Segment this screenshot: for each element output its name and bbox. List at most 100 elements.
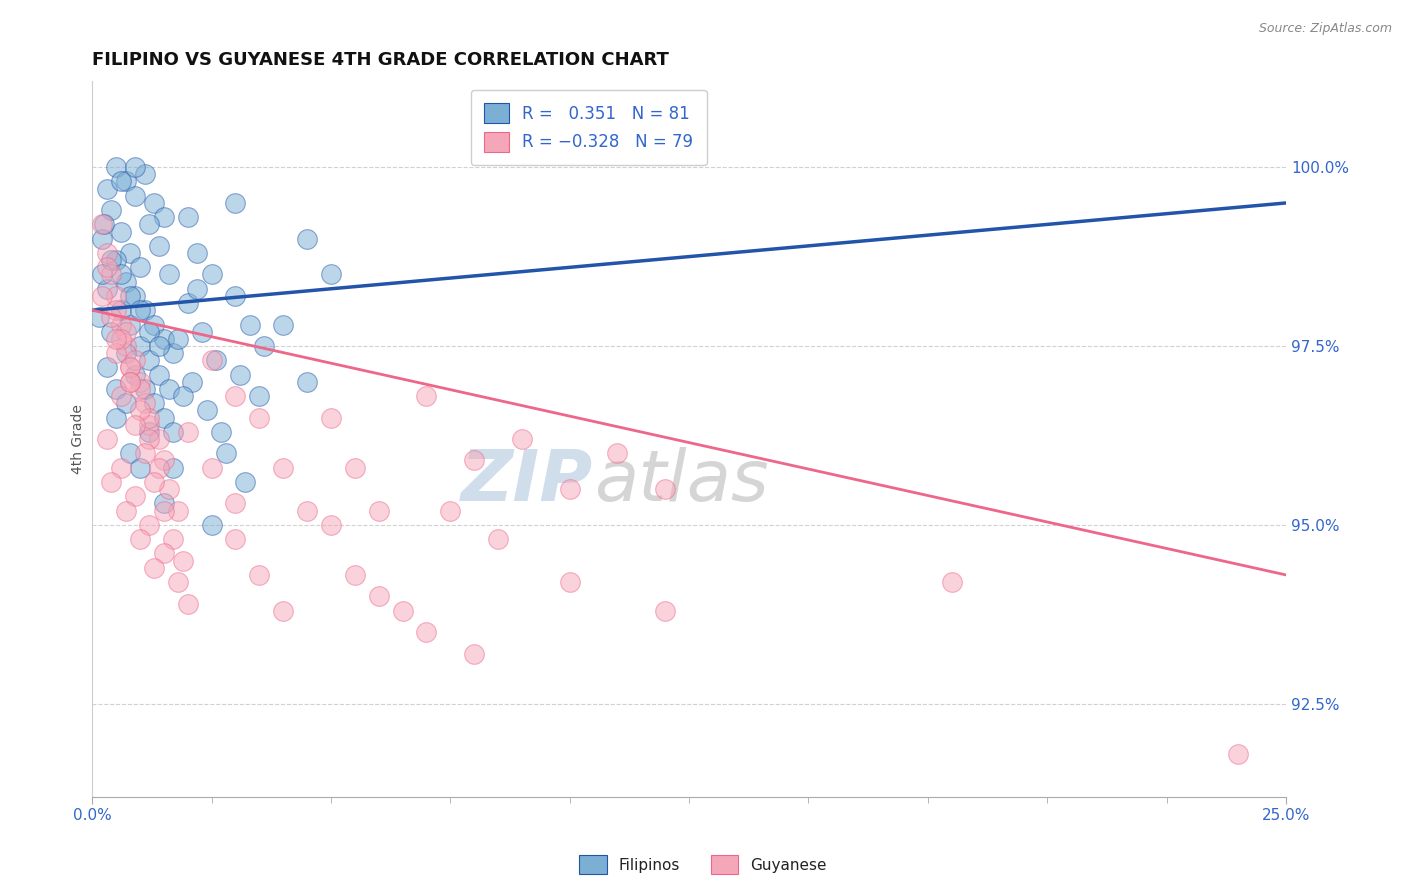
Point [391, 604, 413, 618]
Point [120, 446, 142, 460]
Point [229, 368, 252, 382]
Legend: Filipinos, Guyanese: Filipinos, Guyanese [574, 849, 832, 880]
Point [138, 410, 160, 425]
Point [129, 303, 152, 318]
Point [90, 232, 112, 246]
Point [129, 375, 152, 389]
Point [172, 553, 194, 567]
Point [90, 218, 112, 232]
Point [105, 160, 128, 174]
Point [124, 489, 146, 503]
Point [558, 575, 581, 590]
Point [162, 460, 184, 475]
Point [186, 282, 208, 296]
Point [439, 503, 461, 517]
Point [96, 432, 118, 446]
Point [143, 561, 166, 575]
Point [157, 382, 180, 396]
Point [181, 375, 204, 389]
Point [271, 318, 294, 332]
Point [138, 218, 160, 232]
Point [224, 196, 246, 211]
Text: atlas: atlas [593, 448, 768, 516]
Point [105, 410, 128, 425]
Point [153, 503, 176, 517]
Point [153, 496, 176, 510]
Point [138, 417, 160, 432]
Point [105, 346, 128, 360]
Point [319, 517, 342, 532]
Point [110, 174, 132, 188]
Point [606, 446, 628, 460]
Point [124, 289, 146, 303]
Point [90, 268, 112, 282]
Point [120, 375, 142, 389]
Point [138, 425, 160, 439]
Point [105, 303, 128, 318]
Point [162, 346, 184, 360]
Point [89, 310, 111, 325]
Point [463, 453, 485, 467]
Point [114, 396, 136, 410]
Point [415, 625, 437, 640]
Point [167, 503, 190, 517]
Point [138, 432, 160, 446]
Point [153, 211, 176, 225]
Point [110, 389, 132, 403]
Point [654, 482, 676, 496]
Point [114, 275, 136, 289]
Point [205, 353, 228, 368]
Point [129, 260, 152, 275]
Point [134, 167, 156, 181]
Point [124, 353, 146, 368]
Point [120, 318, 142, 332]
Point [148, 432, 170, 446]
Point [247, 389, 270, 403]
Point [110, 318, 132, 332]
Point [124, 160, 146, 174]
Point [195, 403, 218, 417]
Point [120, 360, 142, 375]
Point [134, 303, 156, 318]
Point [124, 417, 146, 432]
Point [167, 332, 190, 346]
Point [100, 268, 122, 282]
Point [105, 382, 128, 396]
Point [138, 325, 160, 339]
Point [271, 460, 294, 475]
Point [343, 460, 366, 475]
Point [120, 360, 142, 375]
Point [200, 460, 222, 475]
Point [224, 532, 246, 546]
Point [200, 353, 222, 368]
Point [138, 517, 160, 532]
Point [114, 503, 136, 517]
Point [558, 482, 581, 496]
Point [224, 496, 246, 510]
Point [253, 339, 276, 353]
Point [148, 460, 170, 475]
Point [124, 368, 146, 382]
Point [120, 246, 142, 260]
Point [153, 546, 176, 560]
Point [247, 568, 270, 582]
Point [96, 360, 118, 375]
Point [176, 597, 198, 611]
Point [129, 382, 152, 396]
Point [93, 218, 115, 232]
Point [96, 181, 118, 195]
Point [148, 368, 170, 382]
Point [124, 189, 146, 203]
Point [148, 239, 170, 253]
Point [295, 503, 318, 517]
Point [162, 532, 184, 546]
Point [157, 268, 180, 282]
Point [148, 339, 170, 353]
Point [96, 246, 118, 260]
Point [90, 289, 112, 303]
Point [941, 575, 963, 590]
Point [176, 296, 198, 310]
Point [510, 432, 533, 446]
Point [486, 532, 509, 546]
Point [176, 425, 198, 439]
